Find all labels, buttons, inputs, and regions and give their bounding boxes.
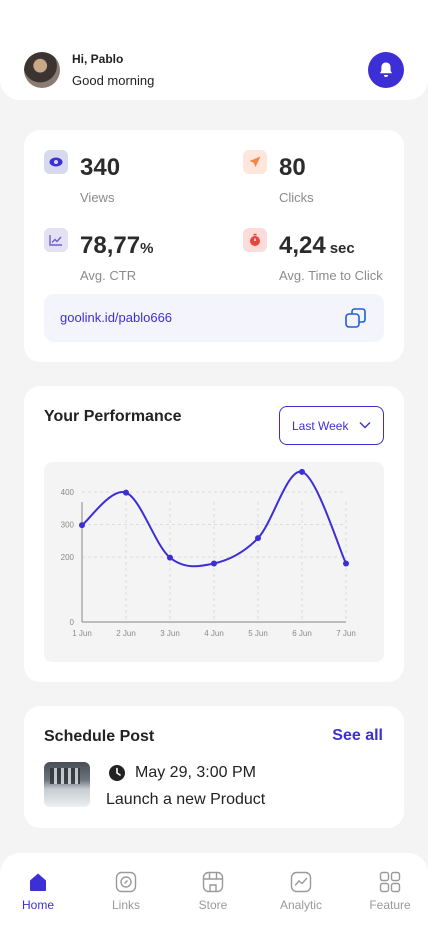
y-tick-label: 200 (61, 553, 75, 562)
link-icon (115, 871, 137, 893)
trend-chart-icon (44, 228, 68, 252)
x-tick-label: 7 Jun (336, 629, 356, 638)
app-header: Hi, Pablo Good morning (0, 0, 428, 100)
copy-icon[interactable] (344, 306, 368, 330)
y-tick-label: 300 (61, 521, 75, 530)
avatar[interactable] (24, 52, 60, 88)
eye-icon (44, 150, 68, 174)
stat-unit: sec (329, 240, 355, 257)
stat-value: 4,24 (279, 232, 326, 259)
data-point (343, 560, 349, 567)
data-point (299, 468, 305, 475)
x-tick-label: 3 Jun (160, 629, 180, 638)
nav-store[interactable]: Store (178, 871, 248, 912)
range-dropdown[interactable]: Last Week (279, 406, 384, 445)
stat-value: 340 (80, 154, 121, 181)
store-icon (202, 871, 224, 893)
range-label: Last Week (292, 418, 349, 433)
nav-links[interactable]: Links (91, 871, 161, 912)
stat-label: Clicks (279, 190, 314, 205)
analytic-icon (290, 871, 312, 893)
greeting-subtitle: Good morning (72, 73, 155, 88)
timer-icon (243, 228, 267, 252)
notification-button[interactable] (368, 52, 404, 88)
stat-value: 78,77 (80, 232, 141, 259)
data-point (255, 535, 261, 542)
x-tick-label: 1 Jun (72, 629, 92, 638)
performance-title: Your Performance (44, 408, 182, 425)
nav-label: Home (21, 898, 54, 912)
schedule-description: Launch a new Product (106, 791, 266, 808)
schedule-card: Schedule Post See all May 29, 3:00 PM La… (24, 706, 404, 828)
nav-label: Store (198, 898, 228, 912)
x-tick-label: 5 Jun (248, 629, 268, 638)
nav-label: Feature (369, 898, 411, 912)
bottom-nav: Home Links Store Analytic Feature (0, 853, 428, 926)
stat-value: 80 (279, 154, 306, 181)
nav-label: Links (111, 898, 140, 912)
profile-link-box[interactable]: goolink.id/pablo666 (44, 294, 384, 342)
line-chart: 0 200 300 400 1 Jun 2 Jun 3 Jun 4 Jun 5 Jun 6 Jun… (61, 468, 356, 638)
home-icon (30, 873, 46, 891)
cursor-icon (243, 150, 267, 174)
data-point (167, 554, 173, 561)
x-tick-label: 4 Jun (204, 629, 224, 638)
data-point (79, 522, 85, 529)
schedule-title: Schedule Post (44, 728, 155, 745)
y-tick-label: 0 (70, 618, 75, 627)
nav-label: Analytic (279, 898, 323, 912)
nav-analytic[interactable]: Analytic (266, 871, 336, 912)
performance-card: Your Performance Last Week 0 200 300 400 1 J… (24, 386, 404, 682)
stats-card: 340 Views 80 Clicks 78,77% Avg. CTR 4,24… (24, 130, 404, 362)
post-thumbnail[interactable] (44, 762, 90, 807)
see-all-link[interactable]: See all (332, 727, 383, 744)
chevron-down-icon (359, 422, 371, 429)
profile-link[interactable]: goolink.id/pablo666 (60, 310, 173, 325)
x-tick-label: 6 Jun (292, 629, 312, 638)
data-point (123, 489, 129, 496)
greeting-name: Hi, Pablo (72, 52, 124, 66)
grid-icon (379, 871, 401, 893)
stat-label: Avg. CTR (80, 268, 137, 283)
nav-feature[interactable]: Feature (355, 871, 425, 912)
performance-chart: 0 200 300 400 1 Jun 2 Jun 3 Jun 4 Jun 5 Jun 6 Jun… (44, 462, 384, 662)
stat-label: Views (80, 190, 115, 205)
clock-icon (109, 765, 125, 781)
bell-icon (380, 62, 392, 77)
nav-home[interactable]: Home (3, 871, 73, 912)
y-tick-label: 400 (61, 488, 75, 497)
data-point (211, 560, 217, 567)
stat-label: Avg. Time to Click (279, 268, 383, 283)
stat-unit: % (140, 240, 154, 257)
schedule-date: May 29, 3:00 PM (135, 764, 256, 781)
x-tick-label: 2 Jun (116, 629, 136, 638)
